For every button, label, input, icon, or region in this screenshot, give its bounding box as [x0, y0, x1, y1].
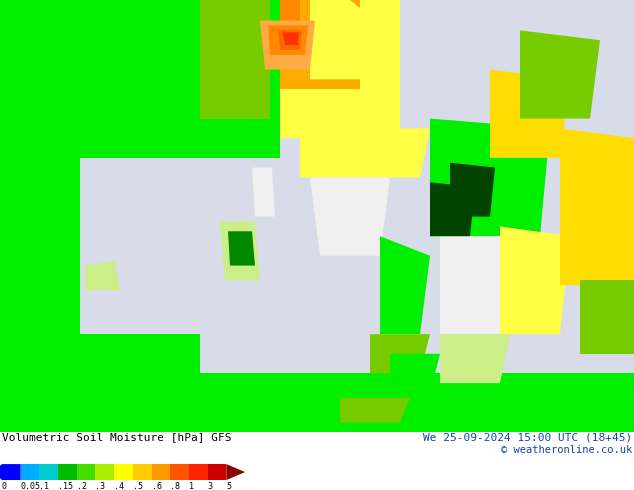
Bar: [58, 464, 77, 480]
Bar: [114, 464, 133, 480]
Text: 5: 5: [226, 482, 231, 490]
Text: 0: 0: [2, 482, 7, 490]
Polygon shape: [300, 128, 430, 177]
Polygon shape: [340, 398, 410, 422]
Polygon shape: [200, 0, 400, 138]
Polygon shape: [280, 0, 360, 89]
Polygon shape: [440, 334, 510, 383]
Polygon shape: [370, 334, 430, 373]
Polygon shape: [310, 177, 390, 256]
Polygon shape: [278, 30, 302, 50]
Text: .5: .5: [133, 482, 143, 490]
Text: .15: .15: [58, 482, 73, 490]
Polygon shape: [330, 373, 420, 403]
Polygon shape: [380, 236, 430, 334]
Text: .1: .1: [39, 482, 49, 490]
Polygon shape: [268, 25, 308, 55]
Bar: [152, 464, 171, 480]
Polygon shape: [220, 221, 260, 280]
Polygon shape: [310, 0, 400, 79]
Polygon shape: [0, 0, 200, 432]
Polygon shape: [450, 163, 495, 217]
Text: .2: .2: [77, 482, 87, 490]
Text: 1: 1: [189, 482, 194, 490]
Text: .8: .8: [171, 482, 180, 490]
Polygon shape: [226, 464, 245, 480]
Text: 0.05: 0.05: [21, 482, 41, 490]
Polygon shape: [490, 70, 570, 158]
Polygon shape: [252, 168, 275, 217]
Text: © weatheronline.co.uk: © weatheronline.co.uk: [501, 445, 632, 455]
Polygon shape: [160, 0, 280, 158]
Polygon shape: [500, 226, 570, 334]
Polygon shape: [0, 373, 634, 432]
Bar: [21, 464, 39, 480]
Polygon shape: [85, 261, 120, 290]
Polygon shape: [390, 354, 440, 393]
Bar: [189, 464, 207, 480]
Bar: [207, 464, 226, 480]
Polygon shape: [283, 32, 299, 45]
Polygon shape: [580, 280, 634, 354]
Text: .3: .3: [96, 482, 105, 490]
Text: .6: .6: [152, 482, 162, 490]
Polygon shape: [0, 464, 21, 480]
Polygon shape: [200, 0, 270, 119]
Text: .4: .4: [114, 482, 124, 490]
Bar: [39, 464, 58, 480]
Polygon shape: [260, 21, 315, 70]
Polygon shape: [560, 128, 634, 285]
Polygon shape: [240, 0, 300, 60]
Bar: [133, 464, 152, 480]
Text: We 25-09-2024 15:00 UTC (18+45): We 25-09-2024 15:00 UTC (18+45): [423, 432, 632, 442]
Bar: [96, 464, 114, 480]
Text: Volumetric Soil Moisture [hPa] GFS: Volumetric Soil Moisture [hPa] GFS: [2, 432, 231, 442]
Polygon shape: [80, 158, 200, 334]
Polygon shape: [430, 182, 475, 236]
Polygon shape: [160, 0, 240, 60]
Polygon shape: [430, 119, 550, 236]
Bar: [77, 464, 96, 480]
Polygon shape: [440, 236, 510, 334]
Bar: [171, 464, 189, 480]
Polygon shape: [228, 231, 255, 266]
Polygon shape: [520, 30, 600, 119]
Polygon shape: [0, 354, 160, 432]
Text: 3: 3: [207, 482, 212, 490]
